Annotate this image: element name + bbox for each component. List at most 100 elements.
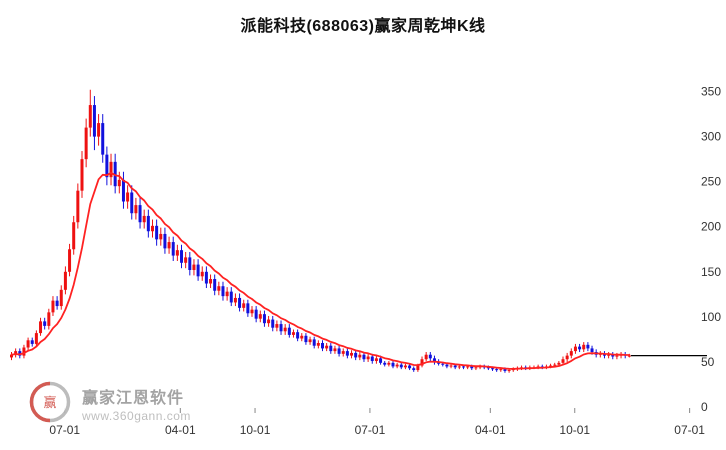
- candle-body: [358, 354, 362, 358]
- candle-body: [138, 205, 142, 223]
- logo-character: 赢: [43, 395, 56, 410]
- candle-body: [424, 354, 428, 360]
- candle-body: [457, 366, 461, 368]
- candle-body: [113, 161, 117, 187]
- candle-body: [184, 257, 188, 263]
- candle-body: [287, 327, 291, 335]
- candle-body: [399, 364, 403, 368]
- candle-body: [379, 358, 383, 363]
- candle-body: [503, 369, 507, 371]
- candle-body: [130, 192, 134, 214]
- candle-body: [321, 343, 324, 349]
- candle-body: [59, 289, 63, 307]
- candle-body: [275, 324, 279, 328]
- candle-body: [432, 358, 436, 362]
- candle-body: [449, 365, 453, 367]
- candle-body: [333, 348, 337, 352]
- y-axis-label: 0: [701, 400, 708, 414]
- chart-title: 派能科技(688063)赢家周乾坤K线: [240, 18, 486, 35]
- candle-body: [573, 346, 577, 352]
- candle-body: [408, 365, 412, 369]
- candle-body: [569, 351, 573, 356]
- candle-body: [188, 257, 192, 271]
- candle-body: [126, 192, 130, 202]
- y-axis-label: 350: [701, 85, 721, 99]
- candle-body: [258, 314, 262, 319]
- candle-body: [296, 332, 300, 339]
- candle-body: [590, 348, 594, 353]
- candle-body: [142, 215, 146, 223]
- candle-body: [233, 297, 237, 303]
- candle-body: [271, 319, 275, 328]
- candle-body: [34, 333, 38, 344]
- candle-body: [250, 309, 254, 314]
- candle-body: [175, 250, 179, 256]
- candle-body: [204, 271, 208, 284]
- candle-body: [337, 348, 341, 354]
- candle-body: [180, 250, 184, 263]
- candles-layer: [10, 89, 631, 373]
- candle-body: [84, 127, 88, 160]
- winner-gann-logo: 赢: [29, 381, 71, 423]
- candle-body: [499, 369, 503, 371]
- candle-body: [209, 279, 213, 284]
- x-axis-label: 07-01: [355, 423, 386, 437]
- candle-body: [262, 314, 266, 324]
- candle-body: [22, 347, 26, 356]
- x-axis-label: 07-01: [674, 423, 705, 437]
- candle-body: [354, 352, 358, 358]
- candle-body: [200, 271, 204, 277]
- candle-body: [88, 105, 92, 128]
- candle-body: [611, 354, 615, 357]
- y-axis-label: 100: [701, 310, 721, 324]
- candle-body: [491, 368, 495, 370]
- candle-body: [345, 351, 349, 356]
- candle-body: [26, 340, 30, 348]
- x-axis-label: 04-01: [165, 423, 196, 437]
- candle-body: [146, 215, 150, 232]
- y-axis-label: 200: [701, 220, 721, 234]
- candle-body: [403, 365, 407, 368]
- candle-body: [466, 366, 470, 368]
- candle-body: [565, 355, 569, 360]
- candle-body: [428, 354, 432, 359]
- candle-body: [300, 335, 304, 339]
- candle-body: [308, 339, 312, 343]
- y-axis-label: 150: [701, 265, 721, 279]
- candle-body: [30, 340, 34, 344]
- y-axis-labels: 350 300 250 200 150 100 50 0: [701, 85, 721, 414]
- candle-body: [486, 367, 490, 369]
- y-axis-label: 300: [701, 130, 721, 144]
- candle-body: [196, 264, 200, 277]
- candle-body: [374, 358, 378, 362]
- candle-body: [627, 355, 631, 357]
- indicator-line: [10, 171, 631, 370]
- candle-body: [109, 161, 113, 178]
- candle-body: [155, 225, 159, 240]
- candle-body: [578, 346, 582, 350]
- candle-body: [495, 369, 499, 371]
- candle-body: [150, 225, 154, 232]
- candle-body: [412, 368, 416, 371]
- candle-body: [366, 356, 370, 360]
- candle-body: [43, 321, 47, 326]
- candle-body: [55, 300, 59, 307]
- candle-body: [291, 332, 295, 335]
- candle-body: [461, 366, 465, 368]
- candle-body: [117, 179, 121, 187]
- watermark: 赢 赢家江恩软件 www.360gann.com: [28, 380, 191, 424]
- candle-body: [47, 312, 51, 326]
- candle-body: [254, 309, 258, 319]
- candle-body: [18, 351, 22, 356]
- candle-body: [470, 366, 474, 369]
- x-axis-label: 10-01: [559, 423, 590, 437]
- watermark-texts: 赢家江恩软件 www.360gann.com: [82, 380, 191, 424]
- candle-body: [14, 351, 18, 355]
- candle-body: [507, 370, 511, 372]
- candle-body: [267, 319, 271, 324]
- watermark-url: www.360gann.com: [82, 409, 191, 423]
- candle-body: [72, 222, 76, 250]
- candle-body: [225, 291, 229, 297]
